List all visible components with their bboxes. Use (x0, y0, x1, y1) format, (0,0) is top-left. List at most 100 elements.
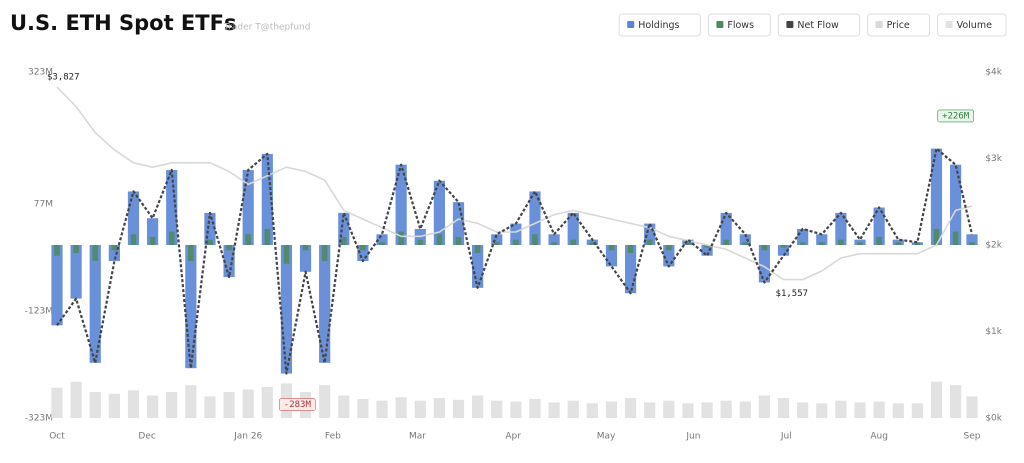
legend-label: Flows (727, 20, 754, 31)
bar (513, 239, 519, 245)
bar (204, 212, 216, 245)
bar (966, 234, 978, 245)
legend-button[interactable]: Flows (707, 13, 771, 37)
bar (723, 239, 729, 245)
bar (245, 234, 251, 245)
bar (529, 191, 541, 245)
bar (299, 245, 312, 272)
bar (360, 245, 366, 251)
bar (417, 239, 424, 245)
y2-tick-label: $2k (985, 241, 1002, 251)
legend-label: Holdings (638, 20, 679, 31)
bar (395, 397, 407, 418)
bar (472, 395, 484, 418)
bar (261, 153, 273, 245)
bar (624, 245, 637, 294)
y-tick-label: 323M (28, 68, 53, 78)
legend-label: Net Flow (797, 20, 839, 31)
bar (357, 245, 369, 262)
bar (608, 245, 615, 251)
bar (816, 234, 828, 245)
bar (952, 231, 959, 245)
bar (376, 400, 388, 418)
bar (108, 393, 120, 418)
legend-swatch (875, 21, 883, 28)
bar (551, 242, 557, 245)
bar (188, 245, 194, 262)
bar (357, 398, 369, 418)
legend-frame (707, 13, 771, 37)
bar (780, 245, 787, 248)
x-tick-label: Jun (685, 432, 700, 442)
annotation: +226M (942, 111, 970, 121)
bar (873, 207, 885, 245)
bar (261, 386, 273, 418)
bar (283, 245, 290, 264)
bar (149, 236, 156, 245)
bar (89, 245, 101, 363)
bar (911, 403, 923, 418)
bar (646, 239, 653, 245)
bar (816, 403, 828, 418)
legend-button[interactable]: Holdings (618, 13, 701, 37)
x-tick-label: Apr (505, 432, 521, 442)
legend-button[interactable]: Price (867, 13, 931, 37)
bar (704, 245, 710, 248)
bar (797, 228, 809, 245)
bar (223, 245, 235, 278)
chart-title: U.S. ETH Spot ETFs (10, 11, 236, 35)
bar (570, 239, 577, 245)
bar (529, 398, 541, 418)
annotation-box (278, 398, 316, 411)
bar (207, 239, 213, 245)
bar (379, 242, 385, 245)
bar (398, 231, 404, 245)
bar (930, 381, 943, 418)
bar (701, 245, 713, 256)
bar (969, 242, 975, 245)
x-tick-label: Sep (964, 432, 981, 442)
bar (92, 245, 99, 262)
bar (835, 212, 847, 245)
bar (321, 245, 328, 262)
bar (168, 231, 175, 245)
bar (493, 242, 500, 245)
bar (567, 400, 579, 418)
bar (302, 245, 309, 251)
bar (532, 234, 538, 245)
bar (472, 245, 484, 288)
bar (146, 395, 159, 418)
bar (950, 164, 962, 245)
bar (739, 234, 751, 245)
annotation: -283M (284, 400, 312, 410)
y2-tick-label: $4k (985, 68, 1002, 78)
bar (605, 245, 618, 267)
bar (51, 387, 63, 418)
bar (797, 402, 809, 418)
bar (548, 402, 560, 418)
bar (204, 396, 216, 418)
bar (166, 170, 178, 245)
y2-tick-label: $3k (985, 154, 1002, 164)
bar (280, 245, 293, 374)
bar (644, 402, 656, 418)
bar (319, 245, 331, 363)
legend-button[interactable]: Net Flow (777, 13, 861, 37)
bar (777, 398, 790, 418)
y-tick-label: -123M (25, 306, 53, 316)
bar (70, 245, 82, 299)
bar (892, 403, 904, 418)
bar (799, 242, 806, 245)
bar (777, 245, 790, 256)
bar (51, 245, 63, 326)
x-tick-label: May (597, 432, 616, 442)
legend-button[interactable]: Volume (937, 13, 1007, 37)
y2-tick-label: $1k (985, 327, 1002, 337)
line (56, 86, 973, 281)
bar (491, 400, 503, 418)
bar (452, 202, 465, 245)
bar (395, 164, 407, 245)
bar (185, 385, 197, 418)
bar (685, 242, 691, 245)
